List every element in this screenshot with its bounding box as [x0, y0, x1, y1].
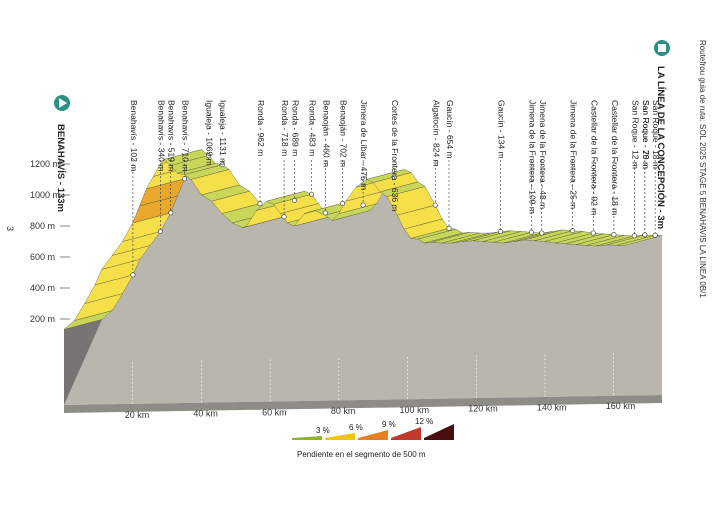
legend-label: 12 %: [415, 417, 433, 426]
page-number: 3: [5, 226, 15, 231]
waypoint-label: San Roque - 28 m: [641, 100, 651, 169]
waypoint-dot: [539, 230, 545, 236]
waypoint-label: Benahavís - 102 m: [129, 100, 139, 171]
waypoint-dot: [206, 153, 212, 159]
side-title: Routefrou guia de ruta: SOL 2025 STAGE 5…: [698, 40, 707, 298]
waypoint-label: Jimera de Líbar - 475 m: [359, 100, 369, 190]
waypoint-label: Benaoján - 460 m: [321, 100, 331, 167]
waypoint-dot: [391, 174, 397, 180]
waypoint-dot: [570, 228, 576, 234]
ground-front-face: [64, 149, 662, 405]
y-tick-label: 600 m: [30, 252, 55, 262]
waypoint-label: Gaucín - 654 m: [445, 100, 455, 159]
waypoint-dot: [432, 202, 438, 208]
x-tick-label: 100 km: [400, 405, 430, 415]
legend-swatch: [325, 433, 355, 440]
waypoint-label: Benaoján - 702 m: [338, 100, 348, 167]
waypoint-dot: [642, 232, 648, 238]
waypoint-dot: [446, 225, 452, 231]
waypoint-dot: [611, 232, 617, 238]
waypoint-label: Algatocín - 824 m: [431, 100, 441, 167]
start-label: BENAHAVÍS - 133m: [55, 124, 66, 212]
ground-block: [64, 149, 662, 413]
waypoint-label: Cortes de la Frontera - 636 m: [390, 100, 400, 212]
waypoint-label: Jimena de la Frontera - 25 m: [569, 100, 579, 209]
waypoint-label: Benahavís - 519 m: [167, 100, 177, 171]
waypoint-dot: [590, 230, 596, 236]
waypoint-dot: [528, 229, 534, 235]
finish-marker: [654, 40, 670, 56]
waypoint-dot: [157, 229, 163, 235]
waypoint-label: Jimena de la Frontera - 109 m: [527, 100, 537, 214]
waypoint-label: San Roque - 18 m: [651, 100, 661, 169]
profile-segment: [617, 235, 663, 246]
waypoint-label: San Roque - 70 m: [641, 100, 651, 169]
waypoint-labels: Benahavís - 102 m Benahavís - 340 m Benaha…: [129, 100, 661, 215]
y-tick-label: 800 m: [30, 221, 55, 231]
x-tick-label: 140 km: [537, 402, 567, 412]
x-tick-label: 80 km: [331, 406, 356, 416]
waypoint-label: Benahavís - 340 m: [156, 100, 166, 171]
waypoint-dot: [219, 162, 225, 168]
waypoint-label: Igualeja - 1069 m: [205, 100, 215, 166]
waypoint-dot: [652, 232, 658, 238]
waypoint-label: Ronda - 718 m: [280, 100, 290, 156]
legend-swatch: [424, 424, 454, 440]
legend-swatch: [292, 436, 322, 440]
waypoint-label: Ronda - 962 m: [256, 100, 266, 156]
waypoint-dot: [498, 229, 504, 235]
waypoint-dot: [257, 201, 263, 207]
y-tick-label: 400 m: [30, 283, 55, 293]
waypoint-dot: [168, 210, 174, 216]
waypoint-label: San Roque - 12 m: [631, 100, 641, 169]
x-tick-label: 160 km: [606, 401, 636, 411]
x-tick-label: 20 km: [125, 410, 150, 420]
profile-top-surface: [63, 149, 663, 330]
finish-label: LA LÍNEA DE LA CONCEPCIÓN - 3m: [655, 66, 667, 229]
x-tick-label: 120 km: [468, 404, 498, 414]
ground-base-band: [64, 395, 662, 413]
x-tick-label: 40 km: [193, 409, 218, 419]
x-axis: 20 km 40 km 60 km 80 km 100 km 120 km 140 km 16…: [125, 353, 635, 420]
waypoint-label: Jimena de la Frontera - 48 m: [538, 100, 548, 209]
y-tick-label: 1200 m: [30, 159, 60, 169]
waypoint-label: Castellar de la Frontera - 92 m: [589, 100, 599, 215]
waypoint-label: Castellar de la Frontera - 18 m: [610, 100, 620, 215]
x-tick-label: 60 km: [262, 407, 287, 417]
start-marker: [54, 95, 70, 111]
waypoint-label: Gaucín - 134 m: [497, 100, 507, 159]
waypoint-label: Igualeja - 1131 m: [218, 100, 228, 165]
legend-label: 6 %: [349, 423, 363, 432]
legend-label: 3 %: [316, 426, 330, 435]
y-axis: 200 m 400 m 600 m 800 m 1000 m 1200 m: [30, 159, 70, 324]
waypoint-guides: [130, 153, 658, 278]
waypoint-label: Ronda - 483 m: [308, 100, 318, 156]
waypoint-dot: [309, 191, 315, 197]
waypoint-dot: [632, 233, 638, 239]
legend-label: 9 %: [382, 420, 396, 429]
legend-swatch: [358, 430, 388, 440]
waypoint-dot: [360, 202, 366, 208]
legend-swatch: [391, 427, 421, 440]
legend: 3 % 6 % 9 % 12 %: [292, 417, 454, 440]
y-tick-label: 1000 m: [30, 190, 60, 200]
waypoint-dot: [130, 272, 136, 278]
waypoint-dot: [181, 176, 187, 182]
waypoint-label: Ronda - 689 m: [290, 100, 300, 156]
y-tick-label: 200 m: [30, 314, 55, 324]
waypoint-dot: [322, 210, 328, 216]
waypoint-dot: [281, 214, 287, 220]
waypoint-dot: [291, 198, 297, 204]
legend-title: Pendiente en el segmento de 500 m: [297, 450, 426, 459]
waypoint-label: Benahavís - 710 m: [180, 100, 190, 171]
waypoint-dot: [339, 201, 345, 207]
